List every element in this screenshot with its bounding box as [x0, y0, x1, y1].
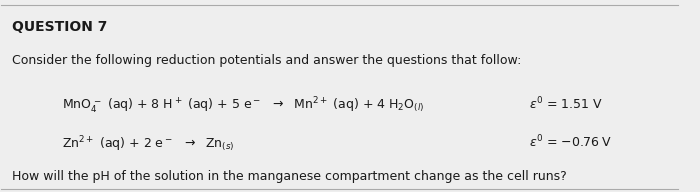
- Text: Zn$^{2+}$ (aq) + 2 e$^-$  $\rightarrow$  Zn$_{(s)}$: Zn$^{2+}$ (aq) + 2 e$^-$ $\rightarrow$ Z…: [62, 134, 234, 154]
- Text: How will the pH of the solution in the manganese compartment change as the cell : How will the pH of the solution in the m…: [11, 170, 566, 183]
- Text: MnO$_4^{\,-}$ (aq) + 8 H$^+$ (aq) + 5 e$^-$  $\rightarrow$  Mn$^{2+}$ (aq) + 4 H: MnO$_4^{\,-}$ (aq) + 8 H$^+$ (aq) + 5 e$…: [62, 96, 425, 116]
- Text: QUESTION 7: QUESTION 7: [11, 20, 107, 34]
- Text: Consider the following reduction potentials and answer the questions that follow: Consider the following reduction potenti…: [11, 54, 521, 67]
- Text: $\varepsilon^0$ = $-$0.76 V: $\varepsilon^0$ = $-$0.76 V: [529, 134, 612, 151]
- Text: $\varepsilon^0$ = 1.51 V: $\varepsilon^0$ = 1.51 V: [529, 96, 603, 113]
